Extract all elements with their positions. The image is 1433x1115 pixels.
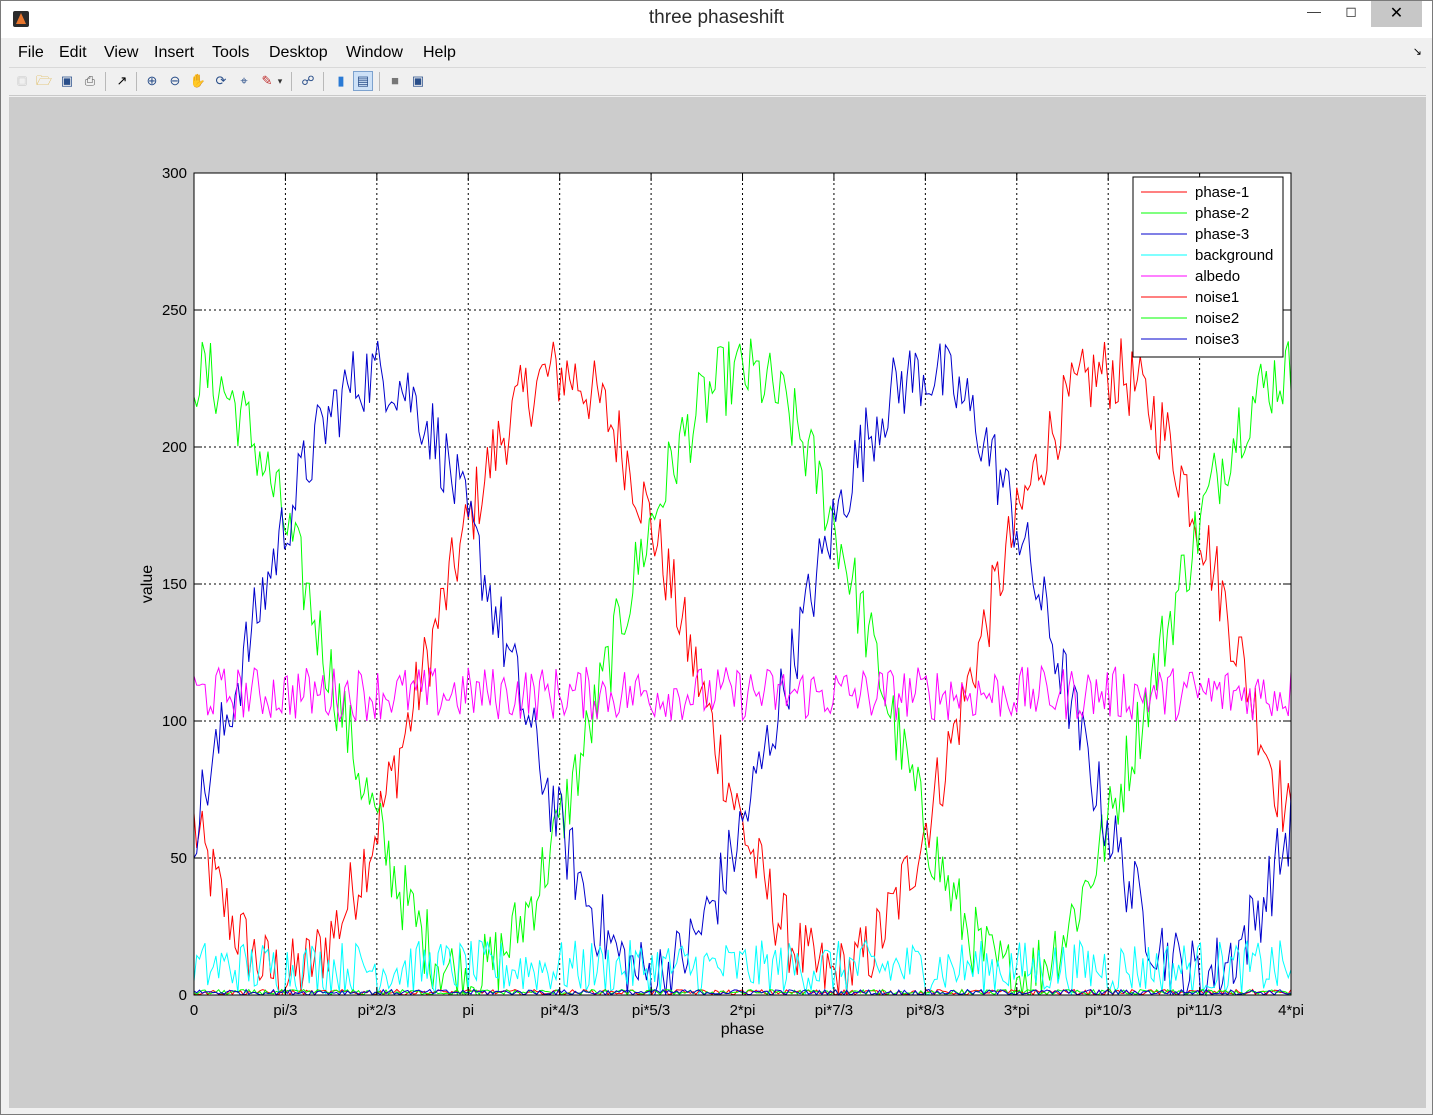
menu-edit[interactable]: Edit bbox=[59, 44, 87, 61]
data-cursor-icon[interactable]: ⌖ bbox=[240, 73, 248, 88]
y-axis-label: value bbox=[139, 565, 156, 603]
legend-label: noise3 bbox=[1195, 331, 1239, 348]
toolbar-separator bbox=[105, 72, 106, 91]
edit-plot-icon[interactable]: ↗ bbox=[116, 73, 128, 88]
x-axis-label: phase bbox=[721, 1021, 765, 1038]
x-tick-label: 3*pi bbox=[1004, 1002, 1030, 1019]
x-tick-label: 2*pi bbox=[730, 1002, 756, 1019]
legend-icon[interactable]: ▤ bbox=[353, 71, 373, 91]
close-button[interactable]: ✕ bbox=[1371, 1, 1422, 27]
maximize-button[interactable]: ◻ bbox=[1345, 3, 1357, 19]
x-tick-label: pi*11/3 bbox=[1177, 1002, 1223, 1019]
legend-label: albedo bbox=[1195, 268, 1240, 285]
show-plot-tools-icon[interactable]: ▣ bbox=[411, 73, 425, 88]
axes bbox=[193, 172, 1292, 996]
legend[interactable]: phase-1 phase-2 phase-3 background albedo noi… bbox=[1132, 176, 1284, 358]
chart: 0 pi/3 pi*2/3 pi pi*4/3 pi*5/3 2*pi pi*7/3 pi*8/… bbox=[139, 165, 1304, 1038]
y-tick-label: 0 bbox=[179, 987, 187, 1004]
menu-file[interactable]: File bbox=[18, 44, 44, 61]
menu-window[interactable]: Window bbox=[346, 44, 403, 61]
dock-arrow-icon[interactable]: ↘ bbox=[1412, 46, 1422, 58]
toolbar-separator bbox=[379, 72, 380, 91]
save-icon[interactable]: ▣ bbox=[60, 73, 74, 88]
legend-label: phase-1 bbox=[1195, 184, 1249, 201]
x-tick-label: pi*8/3 bbox=[906, 1002, 944, 1019]
new-figure-icon[interactable]: □ bbox=[18, 73, 26, 88]
pan-icon[interactable]: ✋ bbox=[189, 73, 207, 88]
x-tick-label: 4*pi bbox=[1278, 1002, 1304, 1019]
y-tick-label: 100 bbox=[162, 713, 187, 730]
x-tick-label: 0 bbox=[190, 1002, 198, 1019]
open-file-icon[interactable]: 🗁 bbox=[35, 73, 53, 88]
x-tick-label: pi bbox=[462, 1002, 474, 1019]
x-tick-label: pi*4/3 bbox=[540, 1002, 578, 1019]
minimize-button[interactable]: — bbox=[1307, 3, 1321, 19]
menu-bar: File Edit View Insert Tools Desktop Wind… bbox=[9, 39, 1426, 68]
title-bar: three phaseshift — ◻ ✕ bbox=[1, 1, 1432, 38]
matlab-logo-icon bbox=[13, 11, 29, 27]
menu-help[interactable]: Help bbox=[423, 44, 456, 61]
link-plot-icon[interactable]: ☍ bbox=[301, 73, 315, 88]
window-title: three phaseshift bbox=[648, 7, 785, 28]
x-tick-label: pi*10/3 bbox=[1085, 1002, 1132, 1019]
colorbar-icon[interactable]: ▮ bbox=[337, 73, 345, 88]
zoom-out-icon[interactable]: ⊖ bbox=[169, 73, 181, 88]
figure-canvas: 0 pi/3 pi*2/3 pi pi*4/3 pi*5/3 2*pi pi*7/3 pi*8/… bbox=[9, 97, 1426, 1108]
x-tick-label: pi*7/3 bbox=[815, 1002, 853, 1019]
y-tick-label: 50 bbox=[170, 850, 187, 867]
tick-labels: 0 pi/3 pi*2/3 pi pi*4/3 pi*5/3 2*pi pi*7/3 pi*8/… bbox=[162, 165, 1304, 1019]
series-line-albedo bbox=[193, 664, 1292, 723]
legend-label: phase-2 bbox=[1195, 205, 1249, 222]
y-tick-label: 300 bbox=[162, 165, 187, 182]
toolbar-separator bbox=[291, 72, 292, 91]
x-tick-label: pi/3 bbox=[273, 1002, 297, 1019]
print-icon[interactable]: ⎙ bbox=[84, 73, 96, 88]
legend-label: noise2 bbox=[1195, 310, 1239, 327]
x-tick-label: pi*5/3 bbox=[632, 1002, 670, 1019]
toolbar-separator bbox=[136, 72, 137, 91]
legend-label: noise1 bbox=[1195, 289, 1239, 306]
menu-insert[interactable]: Insert bbox=[154, 44, 195, 61]
toolbar-separator bbox=[323, 72, 324, 91]
menu-tools[interactable]: Tools bbox=[212, 44, 250, 61]
zoom-in-icon[interactable]: ⊕ bbox=[146, 73, 158, 88]
series-line-phase-2 bbox=[193, 338, 1292, 996]
legend-label: background bbox=[1195, 247, 1273, 264]
rotate-3d-icon[interactable]: ⟳ bbox=[215, 73, 227, 88]
series-line-phase-3 bbox=[193, 340, 1292, 997]
figure-toolbar: □ 🗁 ▣ ⎙ ↗ ⊕ ⊖ ✋ ⟳ ⌖ ✎ ▾ ☍ ▮ ▤ ■ ▣ bbox=[9, 68, 1426, 96]
y-tick-label: 200 bbox=[162, 439, 187, 456]
x-tick-label: pi*2/3 bbox=[358, 1002, 396, 1019]
menu-view[interactable]: View bbox=[104, 44, 139, 61]
legend-label: phase-3 bbox=[1195, 226, 1249, 243]
y-tick-label: 250 bbox=[162, 302, 187, 319]
legend-box bbox=[1132, 176, 1284, 358]
menu-desktop[interactable]: Desktop bbox=[269, 44, 328, 61]
brush-icon[interactable]: ✎ bbox=[261, 73, 273, 88]
brush-dropdown-icon[interactable]: ▾ bbox=[277, 76, 283, 86]
hide-plot-tools-icon[interactable]: ■ bbox=[391, 73, 399, 88]
y-tick-label: 150 bbox=[162, 576, 187, 593]
